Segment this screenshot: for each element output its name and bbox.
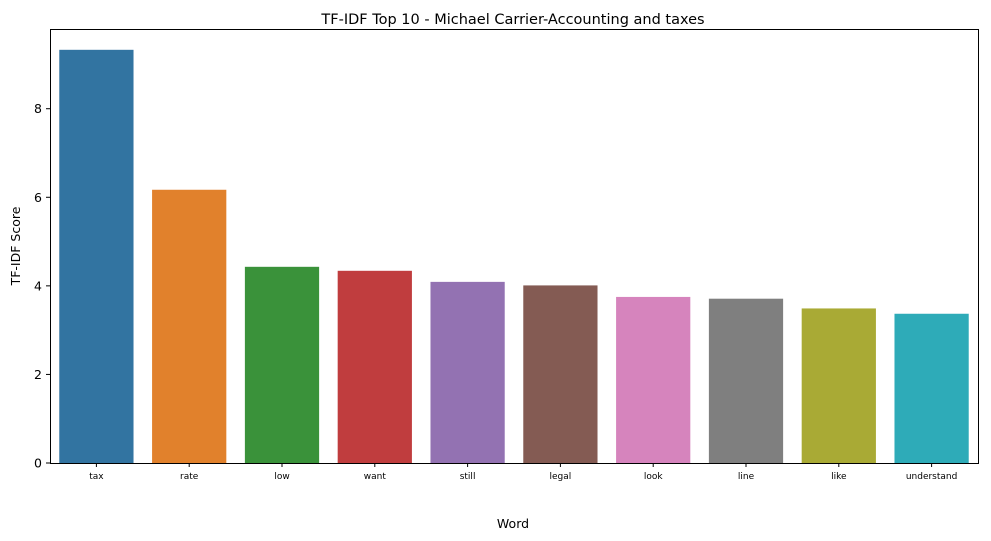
bar-low (244, 266, 320, 463)
x-tick-label-low: low (274, 472, 289, 482)
bar-understand (894, 313, 969, 463)
bar-like (801, 308, 876, 463)
bar-still (430, 281, 505, 463)
bar-rate (152, 189, 227, 463)
x-tick-label-legal: legal (550, 472, 572, 482)
x-axis-label: Word (497, 516, 529, 531)
chart-title: TF-IDF Top 10 - Michael Carrier-Accounti… (320, 12, 704, 28)
y-tick-label-6: 6 (34, 190, 42, 205)
x-tick-label-still: still (460, 472, 476, 482)
bar-look (616, 296, 691, 463)
bar-want (337, 270, 412, 463)
x-tick-label-rate: rate (180, 472, 199, 482)
y-tick-label-4: 4 (34, 278, 42, 293)
y-axis: 0 2 4 6 8 (34, 101, 50, 471)
x-tick-label-understand: understand (906, 472, 958, 482)
x-tick-label-look: look (644, 472, 664, 482)
x-tick-label-tax: tax (89, 472, 104, 482)
bar-line (708, 298, 784, 463)
y-tick-label-2: 2 (34, 367, 42, 382)
x-tick-label-line: line (738, 472, 755, 482)
x-tick-label-want: want (364, 472, 387, 482)
y-tick-label-8: 8 (34, 101, 42, 116)
plot-frame (50, 29, 979, 464)
y-axis-label: TF-IDF Score (8, 206, 23, 286)
bar-tax (59, 49, 134, 464)
x-tick-label-like: like (831, 472, 847, 482)
bar-legal (523, 285, 598, 463)
y-tick-label-0: 0 (34, 456, 42, 471)
x-axis: tax rate low want still legal look line like unde… (89, 463, 957, 482)
bars-layer (59, 49, 969, 464)
